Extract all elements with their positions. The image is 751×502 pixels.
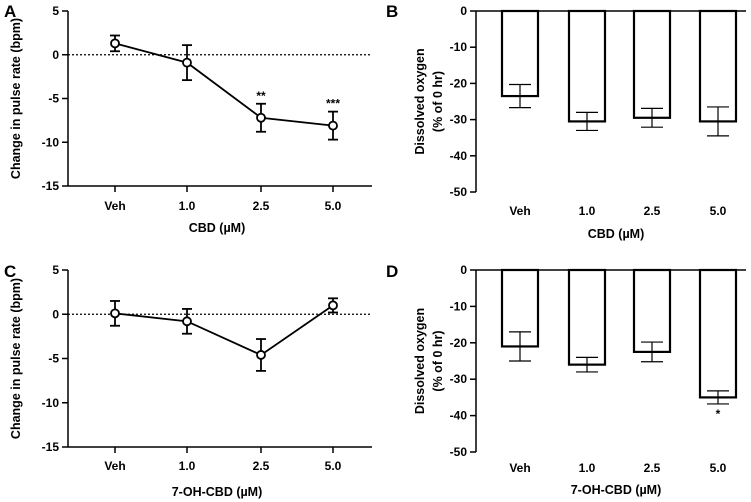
y-tick-label: 5 [52,263,59,277]
data-point [256,112,266,123]
x-tick-label: Veh [104,199,125,213]
y-tick-label: 0 [52,307,59,321]
x-tick-label: 2.5 [644,204,661,218]
chart-panel-d: D 0 -10 -20 -30 -40 -50 Veh 1.0 2.5 5.0 7-OH-CBD (µ… [386,262,746,497]
data-point [328,120,338,131]
y-axis-title: Dissolved oxygen [413,48,427,154]
series-line [114,42,334,127]
x-tick-label: 2.5 [253,199,270,213]
chart-panel-b: B 0 -10 -20 -30 -40 -50 Veh 1.0 2.5 5.0 CBD (µM) Dis… [386,2,746,241]
bar [567,268,607,366]
chart-panel-c: C 5 0 -5 -10 -15 Veh 1.0 2.5 5.0 7-OH-CBD (µM) Chan… [4,262,372,499]
x-tick-label: 2.5 [644,461,661,475]
y-tick-label: -20 [450,336,468,350]
y-axis-subtitle: (% of 0 hr) [431,330,445,391]
bar [567,9,607,123]
y-tick-label: -20 [450,76,468,90]
x-tick-label: Veh [509,461,530,475]
bar [632,268,672,354]
y-tick-label: -10 [450,40,468,54]
y-tick-label: 0 [52,48,59,62]
x-axis-title: CBD (µM) [588,227,645,241]
x-tick-label: 5.0 [325,459,342,473]
x-axis-title: CBD (µM) [189,221,246,235]
panel-letter-b: B [386,2,398,21]
y-tick-label: -15 [42,440,60,454]
x-tick-label: 1.0 [179,459,196,473]
y-tick-label: -15 [42,179,60,193]
y-tick-label: 5 [52,4,59,18]
y-tick-label: -10 [450,299,468,313]
data-point [110,38,120,49]
bar [698,9,738,123]
data-point [182,57,192,68]
data-point [256,350,266,360]
data-point [328,300,338,311]
data-point [182,316,192,327]
x-tick-label: 5.0 [710,204,727,218]
y-tick-label: -40 [450,149,468,163]
panel-letter-c: C [4,262,16,281]
y-tick-label: -50 [450,445,468,459]
y-tick-label: -50 [450,185,468,199]
panel-letter-d: D [386,262,398,281]
series-line [114,304,334,356]
x-tick-label: 1.0 [179,199,196,213]
y-axis-title: Dissolved oxygen [413,308,427,414]
bar [632,9,672,119]
y-tick-label: -5 [48,352,59,366]
y-axis-title: Change in pulse rate (bpm) [9,18,23,179]
chart-panel-a: A 5 0 -5 -10 -15 Veh 1.0 2.5 5.0 CBD (µM) Change in… [4,2,372,235]
significance-marker: *** [326,97,340,111]
y-axis-title: Change in pulse rate (bpm) [9,278,23,439]
bar [500,9,540,98]
y-tick-label: -10 [42,135,60,149]
x-tick-label: Veh [509,204,530,218]
y-tick-label: -5 [48,92,59,106]
bar [698,268,738,399]
significance-marker: ** [256,89,266,103]
x-axis-title: 7-OH-CBD (µM) [571,483,662,497]
y-axis-subtitle: (% of 0 hr) [431,71,445,132]
x-tick-label: 1.0 [579,461,596,475]
x-tick-label: 5.0 [325,199,342,213]
x-tick-label: 1.0 [579,204,596,218]
y-tick-label: -10 [42,396,60,410]
data-point [110,308,120,319]
significance-marker: * [716,407,721,421]
y-tick-label: -40 [450,409,468,423]
x-tick-label: 5.0 [710,461,727,475]
x-tick-label: 2.5 [253,459,270,473]
x-tick-label: Veh [104,459,125,473]
x-axis-title: 7-OH-CBD (µM) [172,485,263,499]
y-tick-label: -30 [450,372,468,386]
y-tick-label: -30 [450,113,468,127]
y-tick-label: 0 [460,4,467,18]
panel-letter-a: A [4,2,16,21]
y-tick-label: 0 [460,263,467,277]
